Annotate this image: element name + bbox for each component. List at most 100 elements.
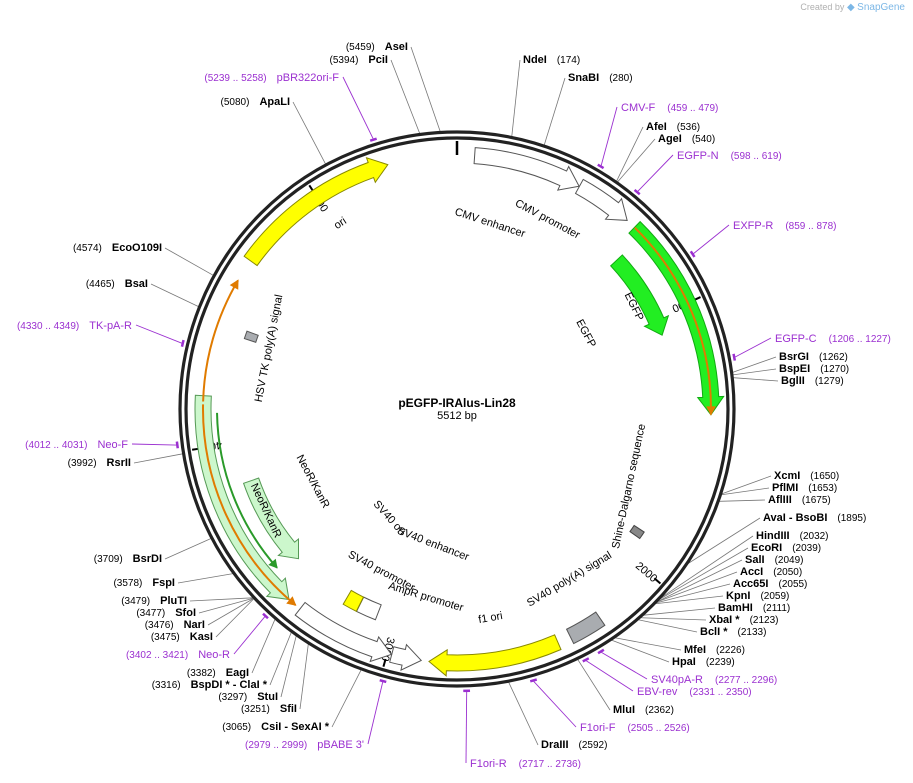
feature-label-sv40-ori: SV40 ori <box>371 498 408 537</box>
feature-hsv-tk-poly-a-signal[interactable] <box>243 330 259 343</box>
site-leader <box>657 559 743 602</box>
feature-label-ori: ori <box>332 215 349 232</box>
annotation-arrowhead <box>286 596 297 606</box>
primer-name: Neo-R <box>198 649 230 661</box>
site-snabi[interactable]: SnaBI (280) <box>568 72 633 84</box>
primer-leader <box>734 337 772 358</box>
site-afliii[interactable]: AflIII (1675) <box>768 494 831 506</box>
site-name: BamHI <box>718 602 753 614</box>
primer-neo-r[interactable]: Neo-R (3402 .. 3421) <box>126 649 230 661</box>
primer-ebv-rev[interactable]: EBV-rev (2331 .. 2350) <box>637 686 752 698</box>
primer-binding-mark <box>732 353 737 361</box>
site-position: (1270) <box>820 364 849 375</box>
site-asei[interactable]: AseI (5459) <box>346 41 408 53</box>
site-name: BsaI <box>125 278 148 290</box>
primer-range: (859 .. 878) <box>785 221 836 232</box>
site-agei[interactable]: AgeI (540) <box>658 133 715 145</box>
site-name: PluTI <box>160 595 187 607</box>
feature-shine-dalgarno-sequence[interactable] <box>629 524 645 540</box>
site-ndei[interactable]: NdeI (174) <box>523 54 580 66</box>
site-bsrgi[interactable]: BsrGI (1262) <box>779 351 848 363</box>
site-sfoi[interactable]: SfoI (3477) <box>136 607 196 619</box>
site-name: FspI <box>152 577 175 589</box>
site-fspi[interactable]: FspI (3578) <box>113 577 175 589</box>
site-mfei[interactable]: MfeI (2226) <box>684 644 745 656</box>
primer-sv40pa-r[interactable]: SV40pA-R (2277 .. 2296) <box>651 674 777 686</box>
plasmid-name: pEGFP-IRAlus-Lin28 <box>398 396 516 410</box>
site-acci[interactable]: AccI (2050) <box>740 566 802 578</box>
feature-egfp[interactable] <box>628 220 725 416</box>
site-leader <box>732 356 777 373</box>
site-bcli[interactable]: BclI * (2133) <box>700 626 766 638</box>
site-leader <box>543 77 566 146</box>
site-name: KasI <box>190 631 213 643</box>
site-rsrii[interactable]: RsrII (3992) <box>68 457 131 469</box>
site-name: AflIII <box>768 494 792 506</box>
site-bamhi[interactable]: BamHI (2111) <box>718 602 790 614</box>
feature-sv40-promoter[interactable] <box>294 601 393 663</box>
primer-leader <box>342 76 374 139</box>
site-name: BsrGI <box>779 351 809 363</box>
site-leader <box>150 283 199 307</box>
site-ecoo109i[interactable]: EcoO109I (4574) <box>73 242 162 254</box>
site-hpai[interactable]: HpaI (2239) <box>672 656 735 668</box>
site-position: (2039) <box>792 543 821 554</box>
site-mlui[interactable]: MluI (2362) <box>613 704 674 716</box>
annotation-arc <box>634 226 712 415</box>
feature-egfp[interactable] <box>609 254 670 336</box>
site-afei[interactable]: AfeI (536) <box>646 121 700 133</box>
primer-f1ori-r[interactable]: F1ori-R (2717 .. 2736) <box>470 758 581 770</box>
site-draiii[interactable]: DraIII (2592) <box>541 739 607 751</box>
primer-range: (459 .. 479) <box>667 103 718 114</box>
site-position: (2111) <box>763 603 790 614</box>
site-sali[interactable]: SalI (2049) <box>745 554 803 566</box>
primer-egfp-c[interactable]: EGFP-C (1206 .. 1227) <box>775 333 891 345</box>
site-kpni[interactable]: KpnI (2059) <box>726 590 789 602</box>
site-acc65i[interactable]: Acc65I (2055) <box>733 578 807 590</box>
feature-sv40-poly-a-signal[interactable] <box>565 611 606 645</box>
feature-neor-kanr[interactable] <box>242 477 300 560</box>
site-pcii[interactable]: PciI (5394) <box>330 54 388 66</box>
primer-neo-f[interactable]: Neo-F (4012 .. 4031) <box>25 439 128 451</box>
feature-sv40-ori[interactable] <box>342 589 365 613</box>
site-nari[interactable]: NarI (3476) <box>145 619 205 631</box>
site-pflmi[interactable]: PflMI (1653) <box>772 482 837 494</box>
primer-range: (4330 .. 4349) <box>17 321 79 332</box>
site-leader <box>269 632 292 686</box>
primer-exfp-r[interactable]: EXFP-R (859 .. 878) <box>733 220 837 232</box>
primer-tk-pa-r[interactable]: TK-pA-R (4330 .. 4349) <box>17 320 132 332</box>
primer-pbabe-3[interactable]: pBABE 3' (2979 .. 2999) <box>245 739 364 751</box>
feature-ampr-promoter[interactable] <box>389 643 423 671</box>
site-position: (2049) <box>775 555 804 566</box>
site-sfii[interactable]: SfiI (3251) <box>241 703 297 715</box>
site-bspdi-clai[interactable]: BspDI * - ClaI * (3316) <box>152 679 268 691</box>
site-leader <box>614 637 682 651</box>
site-xbai[interactable]: XbaI * (2123) <box>709 614 778 626</box>
site-kasi[interactable]: KasI (3475) <box>151 631 213 643</box>
primer-egfp-n[interactable]: EGFP-N (598 .. 619) <box>677 150 782 162</box>
site-ecori[interactable]: EcoRI (2039) <box>751 542 821 554</box>
scale-tick <box>653 577 662 585</box>
site-bsrdi[interactable]: BsrDI (3709) <box>94 553 162 565</box>
site-avai-bsobi[interactable]: AvaI - BsoBI (1895) <box>763 512 866 524</box>
site-bsai[interactable]: BsaI (4465) <box>86 278 148 290</box>
site-leader <box>164 538 212 560</box>
site-position: (280) <box>609 73 632 84</box>
site-eagi[interactable]: EagI (3382) <box>187 667 249 679</box>
site-csii-sexai[interactable]: CsiI - SexAI * (3065) <box>222 721 329 733</box>
site-bglii[interactable]: BglII (1279) <box>781 375 844 387</box>
feature-neor-kanr[interactable] <box>194 394 290 601</box>
primer-f1ori-f[interactable]: F1ori-F (2505 .. 2526) <box>580 722 690 734</box>
site-xcmi[interactable]: XcmI (1650) <box>774 470 839 482</box>
primer-pbr322ori-f[interactable]: pBR322ori-F (5239 .. 5258) <box>204 72 339 84</box>
feature-cmv-promoter[interactable] <box>574 178 628 221</box>
primer-cmv-f[interactable]: CMV-F (459 .. 479) <box>621 102 718 114</box>
site-bspei[interactable]: BspEI (1270) <box>779 363 849 375</box>
site-hindiii[interactable]: HindIII (2032) <box>756 530 829 542</box>
site-name: AfeI <box>646 121 667 133</box>
site-pluti[interactable]: PluTI (3479) <box>121 595 187 607</box>
site-apali[interactable]: ApaLI (5080) <box>221 96 290 108</box>
feature-f1-ori[interactable] <box>428 634 562 677</box>
feature-ori[interactable] <box>243 157 389 267</box>
site-stui[interactable]: StuI (3297) <box>218 691 278 703</box>
